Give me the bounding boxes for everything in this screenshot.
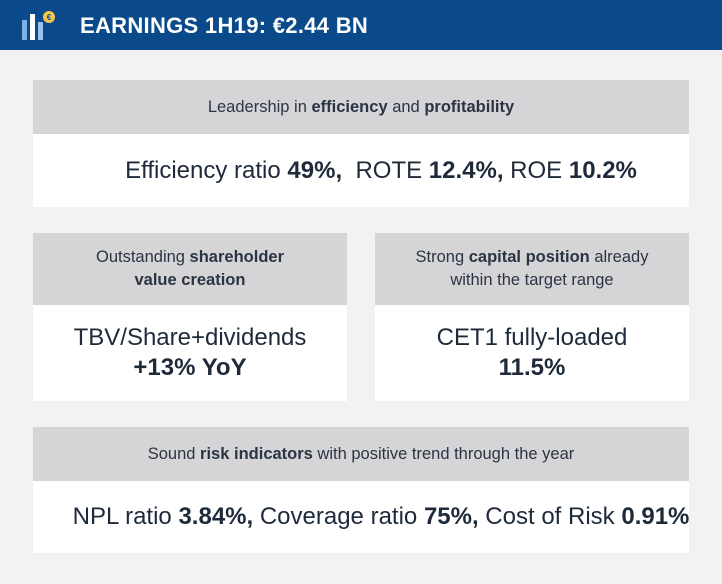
efficiency-card: Leadership in efficiency and profitabili… bbox=[33, 80, 689, 207]
capital-card-metrics: CET1 fully-loaded 11.5% bbox=[375, 305, 689, 401]
efficiency-card-metrics: Efficiency ratio 49%, ROTE 12.4%, ROE 10… bbox=[33, 134, 689, 207]
risk-card: Sound risk indicators with positive tren… bbox=[33, 427, 689, 553]
risk-card-metrics: NPL ratio 3.84%, Coverage ratio 75%, Cos… bbox=[33, 481, 689, 553]
shareholder-card: Outstanding shareholder value creation T… bbox=[33, 233, 347, 401]
capital-card-heading: Strong capital position already within t… bbox=[375, 233, 689, 305]
svg-text:€: € bbox=[47, 13, 52, 22]
risk-card-heading: Sound risk indicators with positive tren… bbox=[33, 427, 689, 481]
capital-card: Strong capital position already within t… bbox=[375, 233, 689, 401]
efficiency-card-heading: Leadership in efficiency and profitabili… bbox=[33, 80, 689, 134]
bar-chart-coin-icon: € bbox=[22, 11, 55, 40]
shareholder-card-metrics: TBV/Share+dividends +13% YoY bbox=[33, 305, 347, 401]
shareholder-card-heading: Outstanding shareholder value creation bbox=[33, 233, 347, 305]
header-bar: € EARNINGS 1H19: €2.44 BN bbox=[0, 0, 722, 50]
page-title: EARNINGS 1H19: €2.44 BN bbox=[80, 13, 369, 38]
